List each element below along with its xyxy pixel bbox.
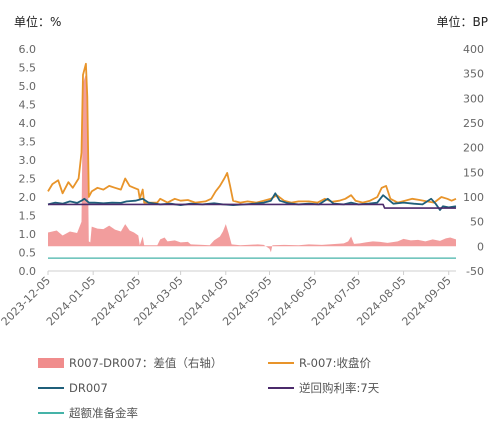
series-line-reverse-repo-7d: [48, 203, 456, 209]
right-axis-unit: 单位：BP: [437, 14, 488, 29]
left-axis-unit: 单位：%: [14, 14, 61, 29]
right-tick-label: 100: [463, 191, 484, 204]
right-tick-label: 50: [470, 216, 484, 229]
right-tick-label: 250: [463, 117, 484, 130]
left-tick-label: 0.5: [19, 247, 37, 260]
legend-label: 逆回购利率:7天: [299, 381, 380, 395]
left-tick-label: 1.0: [19, 228, 37, 241]
left-tick-label: 6.0: [19, 43, 37, 56]
right-axis-ticks: -50 0 50 100 150 200 250 300 350 400: [463, 43, 484, 278]
left-tick-label: 3.5: [19, 136, 37, 149]
right-tick-label: 0: [477, 240, 484, 253]
left-tick-label: 2.0: [19, 191, 37, 204]
legend-swatch: [38, 358, 64, 368]
right-tick-label: 150: [463, 166, 484, 179]
left-tick-label: 4.0: [19, 117, 37, 130]
legend-label: R007-DR007：差值（右轴）: [69, 356, 222, 370]
legend-label: 超额准备金率: [69, 406, 138, 420]
left-tick-label: 3.0: [19, 154, 37, 167]
right-tick-label: 400: [463, 43, 484, 56]
right-tick-label: 200: [463, 142, 484, 155]
right-tick-label: 300: [463, 92, 484, 105]
plot-area: [47, 62, 457, 259]
left-tick-label: 4.5: [19, 99, 37, 112]
left-tick-label: 5.0: [19, 80, 37, 93]
left-tick-label: 0.0: [19, 265, 37, 278]
series-line-r007: [47, 62, 457, 204]
left-axis-ticks: 0.0 0.5 1.0 1.5 2.0 2.5 3.0 3.5 4.0 4.5 5.0 5.5 6.0: [19, 43, 37, 278]
legend-label: R-007:收盘价: [299, 356, 371, 370]
left-tick-label: 5.5: [19, 62, 37, 75]
right-tick-label: 350: [463, 68, 484, 81]
series-area-spread: [48, 73, 456, 253]
left-tick-label: 2.5: [19, 173, 37, 186]
x-axis-ticks: 2023-12-052024-01-052024-02-052024-03-05…: [0, 271, 454, 328]
legend: R007-DR007：差值（右轴） R-007:收盘价 DR007 逆回购利率:7天超…: [38, 356, 380, 420]
left-tick-label: 1.5: [19, 210, 37, 223]
series-line-dr007: [47, 192, 457, 211]
right-tick-label: -50: [466, 265, 484, 278]
legend-label: DR007: [69, 381, 108, 395]
